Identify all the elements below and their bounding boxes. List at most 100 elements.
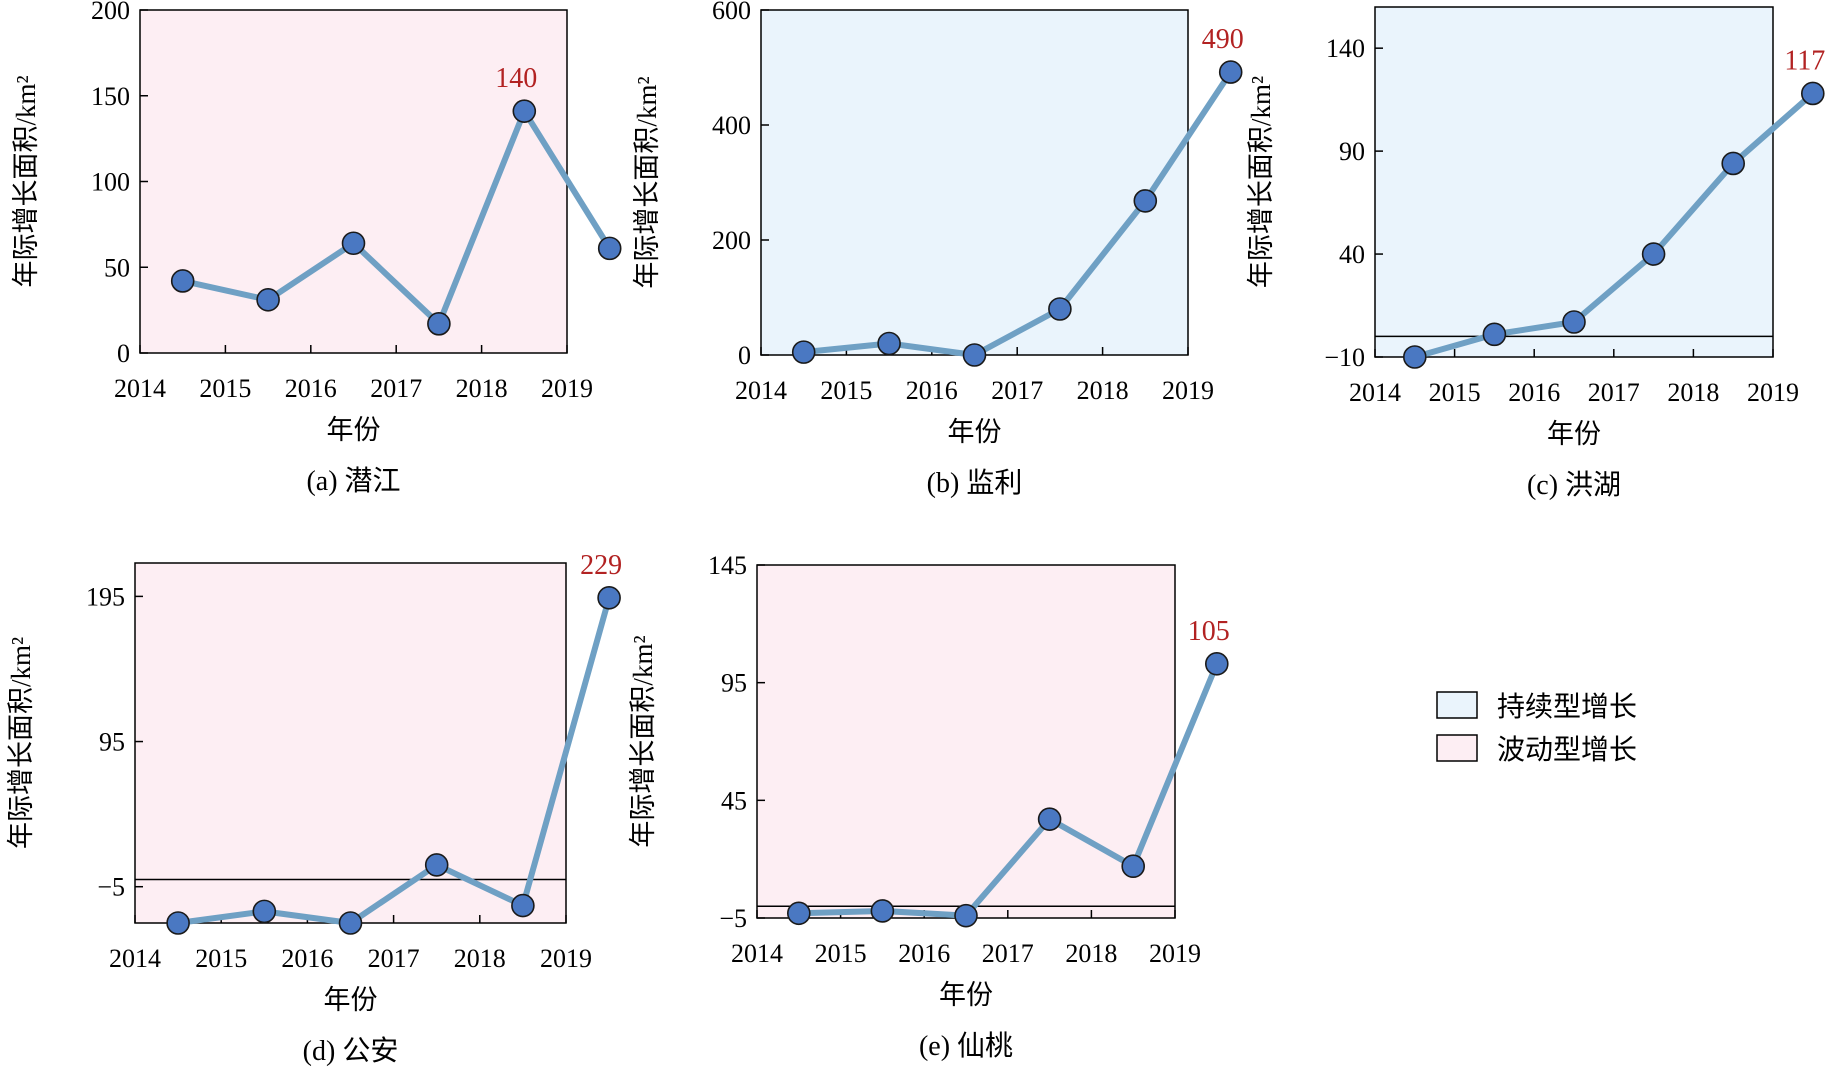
data-point-2014.5 <box>170 269 195 293</box>
data-point-2019.5 <box>1218 60 1243 84</box>
peak-value-label: 117 <box>1784 45 1825 76</box>
y-tick-label: 90 <box>1339 137 1365 166</box>
x-tick-label: 2017 <box>991 376 1043 405</box>
x-axis-label: 年份 <box>939 980 993 1010</box>
data-point-2017.5 <box>1037 807 1062 831</box>
y-tick-label: 145 <box>708 551 747 580</box>
x-tick-label: 2017 <box>1588 378 1640 407</box>
y-tick-label: 40 <box>1339 240 1365 269</box>
data-point-2017.5 <box>1641 242 1666 266</box>
x-tick-label: 2015 <box>820 376 872 405</box>
legend: 持续型增长 波动型增长 <box>1436 691 1637 766</box>
x-tick-label: 2018 <box>1667 378 1719 407</box>
x-axis-label: 年份 <box>1547 419 1601 449</box>
data-point-2018.5 <box>1121 854 1145 879</box>
y-tick-label: 0 <box>117 339 130 368</box>
data-point-2014.5 <box>166 911 190 935</box>
x-axis-label: 年份 <box>324 985 378 1015</box>
x-tick-label: 2016 <box>898 939 950 968</box>
data-point-2015.5 <box>256 288 280 312</box>
legend-label-fluctuating: 波动型增长 <box>1497 734 1637 766</box>
x-axis-label: 年份 <box>327 415 381 445</box>
y-tick-label: −5 <box>719 904 747 933</box>
data-point-2018.5 <box>512 99 537 123</box>
plot-area <box>134 562 567 924</box>
data-point-2014.5 <box>1403 345 1427 369</box>
x-tick-label: 2017 <box>368 944 420 973</box>
data-point-2016.5 <box>341 231 366 256</box>
x-tick-label: 2014 <box>1349 378 1401 407</box>
y-tick-label: 400 <box>712 111 751 140</box>
plot-area <box>1374 6 1774 358</box>
data-point-2018.5 <box>511 893 535 918</box>
x-tick-label: 2019 <box>540 944 592 973</box>
y-tick-label: 200 <box>712 226 751 255</box>
y-tick-label: 200 <box>91 0 130 25</box>
chart-c: −10 40 90 140 2014 2015 2016 2017 2018 2019 年份 (c) … <box>1246 6 1825 501</box>
x-tick-label: 2016 <box>906 376 958 405</box>
y-tick-label: 600 <box>712 0 751 25</box>
x-tick-label: 2018 <box>456 374 508 403</box>
y-axis-label: 年际增长面积/km² <box>628 635 658 847</box>
chart-e: −5 45 95 145 2014 2015 2016 2017 2018 2019 年份 (e) 仙… <box>628 551 1230 1062</box>
chart-panels: 0 50 100 150 200 2014 2015 2016 2017 2018 2019 年份 (a… <box>6 0 1825 1067</box>
peak-value-label: 229 <box>580 550 622 581</box>
data-point-2019.5 <box>1205 652 1229 676</box>
panel-caption: (d) 公安 <box>303 1035 399 1067</box>
data-point-2019.5 <box>1801 81 1825 106</box>
x-tick-label: 2016 <box>1508 378 1560 407</box>
y-axis-label: 年际增长面积/km² <box>632 76 662 288</box>
y-tick-label: 50 <box>104 253 130 282</box>
data-point-2019.5 <box>597 236 622 261</box>
data-point-2016.5 <box>962 343 987 367</box>
legend-swatch-fluctuating <box>1436 734 1478 762</box>
x-tick-label: 2019 <box>1162 376 1214 405</box>
x-tick-label: 2014 <box>731 939 783 968</box>
data-point-2015.5 <box>870 899 895 923</box>
x-tick-label: 2015 <box>815 939 867 968</box>
peak-value-label: 490 <box>1202 24 1244 55</box>
x-tick-label: 2014 <box>109 944 161 973</box>
legend-swatch-sustained <box>1436 691 1478 719</box>
y-tick-label: 0 <box>738 341 751 370</box>
y-axis-label: 年际增长面积/km² <box>6 637 36 849</box>
y-tick-label: 100 <box>91 168 130 197</box>
data-point-2017.5 <box>1048 297 1072 321</box>
data-point-2015.5 <box>877 331 901 356</box>
peak-value-label: 140 <box>495 63 537 94</box>
chart-a: 0 50 100 150 200 2014 2015 2016 2017 2018 2019 年份 (a… <box>11 0 622 497</box>
x-tick-label: 2014 <box>735 376 787 405</box>
plot-area <box>756 564 1176 919</box>
y-tick-label: −5 <box>97 873 125 902</box>
series-line <box>179 108 613 327</box>
x-tick-label: 2015 <box>1429 378 1481 407</box>
plot-area <box>760 9 1189 356</box>
peak-value-label: 105 <box>1188 616 1230 647</box>
data-point-2016.5 <box>954 903 978 928</box>
y-tick-label: 150 <box>91 82 130 111</box>
y-tick-label: 45 <box>721 786 747 815</box>
data-point-2018.5 <box>1133 189 1158 213</box>
x-tick-label: 2017 <box>982 939 1034 968</box>
y-tick-label: −10 <box>1324 343 1365 372</box>
x-tick-label: 2018 <box>454 944 506 973</box>
y-tick-label: 140 <box>1326 34 1365 63</box>
panel-caption: (a) 潜江 <box>306 465 400 497</box>
data-point-2017.5 <box>424 853 449 877</box>
legend-label-sustained: 持续型增长 <box>1497 691 1637 723</box>
data-point-2014.5 <box>786 901 811 926</box>
series-line <box>795 660 1220 919</box>
data-point-2016.5 <box>1562 310 1586 334</box>
y-tick-label: 95 <box>721 669 747 698</box>
y-tick-label: 195 <box>86 582 125 611</box>
x-axis-label: 年份 <box>948 417 1002 447</box>
x-tick-label: 2016 <box>281 944 333 973</box>
x-tick-label: 2015 <box>195 944 247 973</box>
series-line <box>175 594 613 926</box>
data-point-2015.5 <box>1482 322 1507 347</box>
x-tick-label: 2014 <box>114 374 166 403</box>
x-tick-label: 2018 <box>1077 376 1129 405</box>
x-tick-label: 2019 <box>1149 939 1201 968</box>
plot-area <box>139 9 568 354</box>
